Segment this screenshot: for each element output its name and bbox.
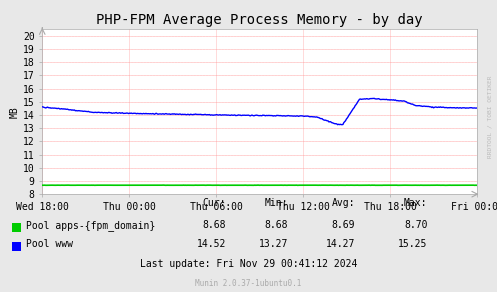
Text: Avg:: Avg: (332, 198, 355, 208)
Title: PHP-FPM Average Process Memory - by day: PHP-FPM Average Process Memory - by day (96, 13, 423, 27)
Text: Pool www: Pool www (26, 239, 73, 249)
Text: 15.25: 15.25 (398, 239, 427, 249)
Text: RRDTOOL / TOBI OETIKER: RRDTOOL / TOBI OETIKER (487, 76, 492, 158)
Text: Cur:: Cur: (203, 198, 226, 208)
Text: Min:: Min: (265, 198, 288, 208)
Text: 14.52: 14.52 (197, 239, 226, 249)
Text: Last update: Fri Nov 29 00:41:12 2024: Last update: Fri Nov 29 00:41:12 2024 (140, 259, 357, 269)
Text: 8.70: 8.70 (404, 220, 427, 230)
Text: 13.27: 13.27 (259, 239, 288, 249)
Text: Max:: Max: (404, 198, 427, 208)
Y-axis label: MB: MB (10, 106, 20, 118)
Text: 8.68: 8.68 (203, 220, 226, 230)
Text: 8.69: 8.69 (332, 220, 355, 230)
Text: Pool apps-{fpm_domain}: Pool apps-{fpm_domain} (26, 220, 155, 231)
Text: 14.27: 14.27 (326, 239, 355, 249)
Text: Munin 2.0.37-1ubuntu0.1: Munin 2.0.37-1ubuntu0.1 (195, 279, 302, 288)
Text: 8.68: 8.68 (265, 220, 288, 230)
